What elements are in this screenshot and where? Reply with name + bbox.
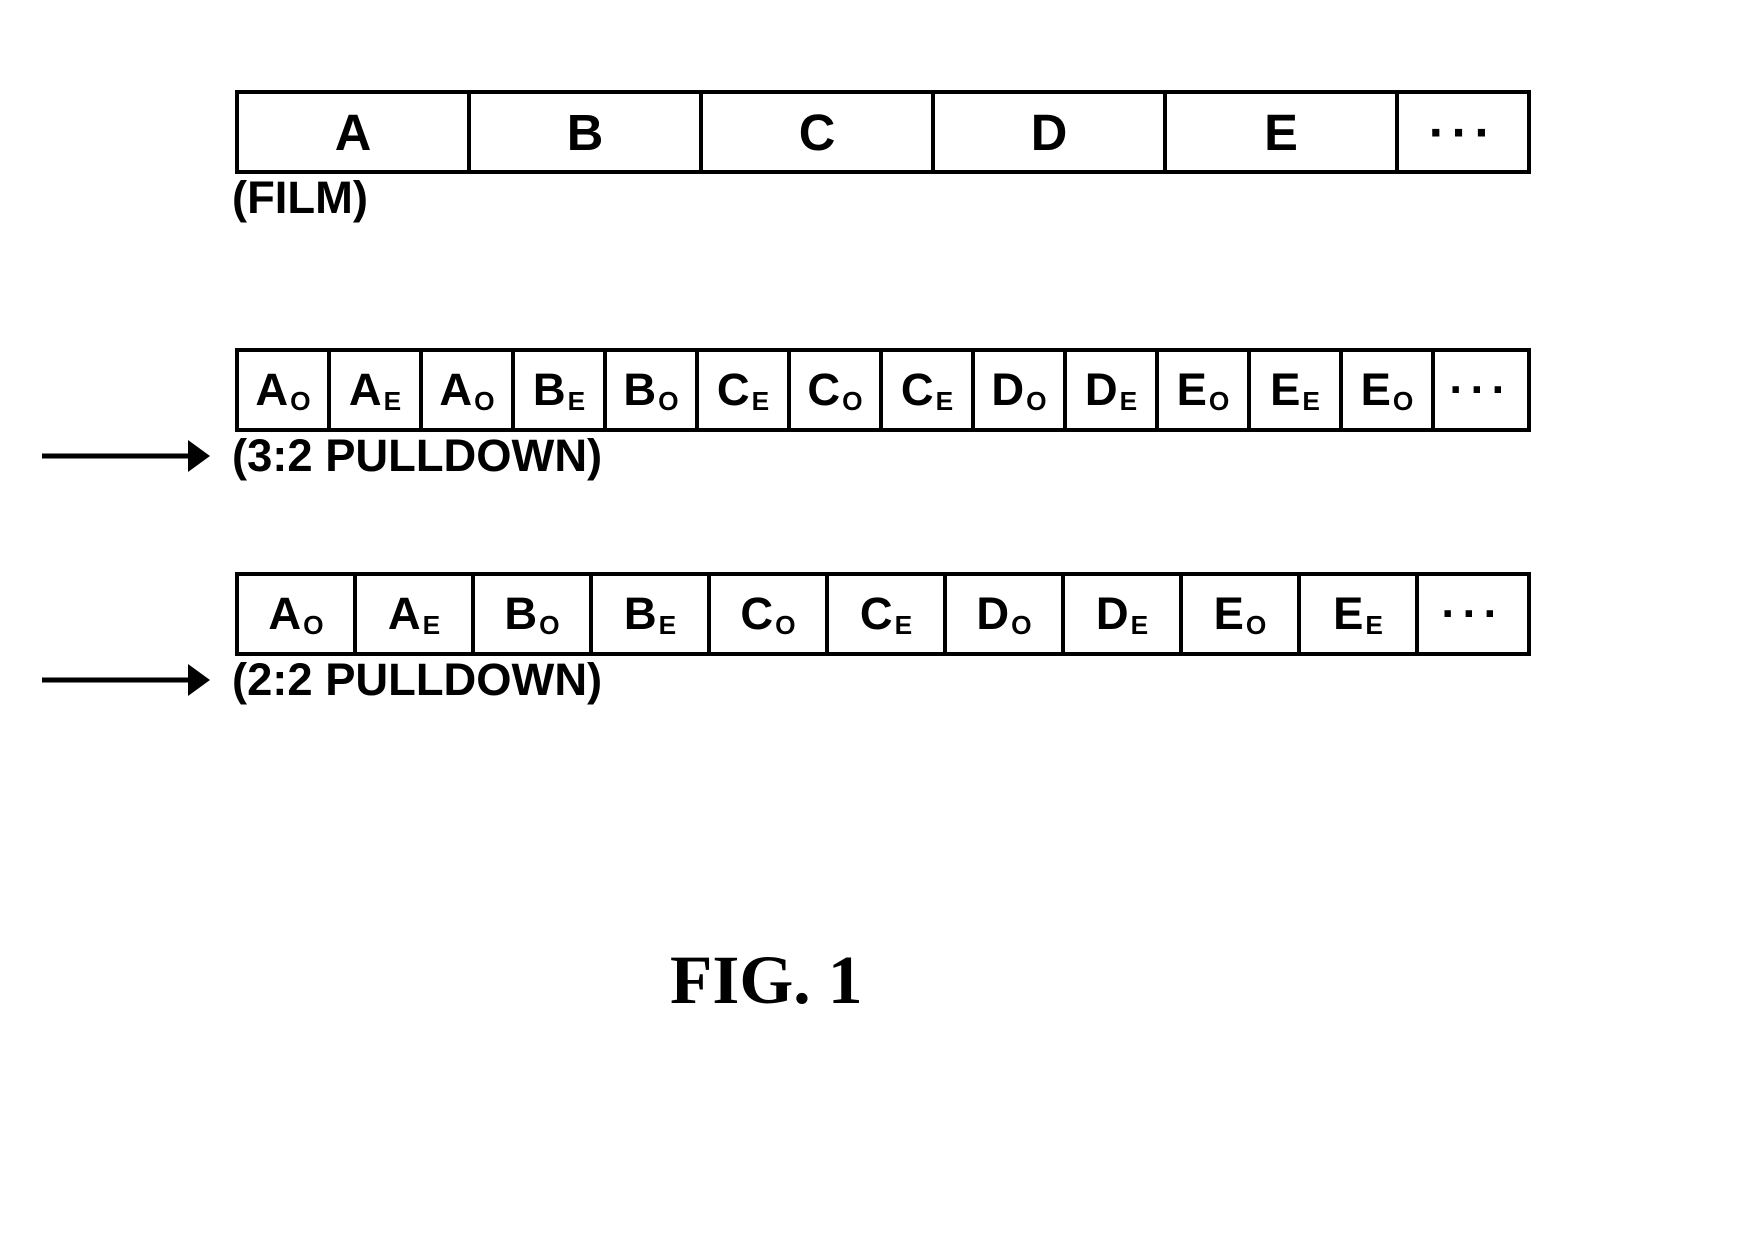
p22-cell: CO xyxy=(711,576,829,652)
p32-cell: AO xyxy=(239,352,331,428)
film-table: ABCDE··· xyxy=(235,90,1531,174)
film-cell: A xyxy=(239,94,471,170)
p32-cell: CO xyxy=(791,352,883,428)
p32-cell-subscript: O xyxy=(290,386,310,417)
p22-cell-base: E xyxy=(1214,588,1244,640)
p32-cell-base: C xyxy=(901,364,934,416)
film-cell: C xyxy=(703,94,935,170)
p22-cell-base: A xyxy=(268,588,301,640)
p32-cell: DE xyxy=(1067,352,1159,428)
p32-cell-subscript: E xyxy=(568,386,586,417)
film-label: (FILM) xyxy=(232,172,368,224)
p22-cell-base: D xyxy=(1096,588,1129,640)
p22-cell: BE xyxy=(593,576,711,652)
p32-cell: AO xyxy=(423,352,515,428)
p32-cell-base: D xyxy=(1085,364,1118,416)
film-cell: ··· xyxy=(1399,94,1527,170)
arrow-icon xyxy=(40,440,210,472)
p22-cell-base: B xyxy=(624,588,657,640)
p22-cell: AO xyxy=(239,576,357,652)
p32-cell-base: B xyxy=(623,364,656,416)
p32-cell: EO xyxy=(1159,352,1251,428)
p22-cell-subscript: O xyxy=(775,610,795,641)
p32-cell-subscript: O xyxy=(1026,386,1046,417)
p22-cell: BO xyxy=(475,576,593,652)
p32-cell-subscript: E xyxy=(752,386,770,417)
film-cell: D xyxy=(935,94,1167,170)
p22-cell-subscript: O xyxy=(539,610,559,641)
pulldown-22-label: (2:2 PULLDOWN) xyxy=(232,654,602,706)
p32-cell: DO xyxy=(975,352,1067,428)
p22-cell: DE xyxy=(1065,576,1183,652)
p32-table: AOAEAOBEBOCECOCEDODEEOEEEO··· xyxy=(235,348,1531,432)
p22-cell-base: C xyxy=(860,588,893,640)
p22-cell-subscript: E xyxy=(1131,610,1149,641)
arrow-icon xyxy=(40,664,210,696)
p32-cell-subscript: O xyxy=(658,386,678,417)
p32-cell: EO xyxy=(1343,352,1435,428)
p22-cell-base: D xyxy=(976,588,1009,640)
p22-table: AOAEBOBECOCEDODEEOEE··· xyxy=(235,572,1531,656)
p32-cell-base: E xyxy=(1177,364,1207,416)
p32-cell-base: C xyxy=(807,364,840,416)
p22-cell-subscript: E xyxy=(895,610,913,641)
p32-cell: BO xyxy=(607,352,699,428)
pulldown-32-label: (3:2 PULLDOWN) xyxy=(232,430,602,482)
p32-cell: ··· xyxy=(1435,352,1527,428)
p22-cell: CE xyxy=(829,576,947,652)
p32-cell-subscript: E xyxy=(1120,386,1138,417)
film-cell: B xyxy=(471,94,703,170)
pulldown-22-row: AOAEBOBECOCEDODEEOEE··· xyxy=(235,572,1531,656)
p32-cell-subscript: O xyxy=(1393,386,1413,417)
p22-cell-base: E xyxy=(1333,588,1363,640)
p32-cell: AE xyxy=(331,352,423,428)
p32-cell-base: D xyxy=(991,364,1024,416)
p32-cell-subscript: O xyxy=(842,386,862,417)
p32-cell: CE xyxy=(699,352,791,428)
p22-cell: EE xyxy=(1301,576,1419,652)
p32-cell-subscript: O xyxy=(1209,386,1229,417)
p22-cell-base: A xyxy=(388,588,421,640)
p32-cell: EE xyxy=(1251,352,1343,428)
film-cell: E xyxy=(1167,94,1399,170)
p32-cell-base: E xyxy=(1270,364,1300,416)
p32-cell-base: A xyxy=(349,364,382,416)
p22-cell: EO xyxy=(1183,576,1301,652)
p32-cell-subscript: E xyxy=(1302,386,1320,417)
p22-cell: ··· xyxy=(1419,576,1527,652)
figure-caption: FIG. 1 xyxy=(670,940,863,1020)
p32-cell-base: A xyxy=(439,364,472,416)
pulldown-32-row: AOAEAOBEBOCECOCEDODEEOEEEO··· xyxy=(235,348,1531,432)
p32-cell-base: A xyxy=(255,364,288,416)
p22-cell-subscript: O xyxy=(303,610,323,641)
p32-cell-subscript: E xyxy=(936,386,954,417)
p22-cell-base: B xyxy=(504,588,537,640)
p22-cell-subscript: E xyxy=(659,610,677,641)
p32-cell-base: B xyxy=(533,364,566,416)
p22-cell-subscript: E xyxy=(423,610,441,641)
p22-cell-base: C xyxy=(740,588,773,640)
p22-cell: AE xyxy=(357,576,475,652)
p32-cell: CE xyxy=(883,352,975,428)
p32-cell-base: E xyxy=(1361,364,1391,416)
p32-cell-subscript: O xyxy=(474,386,494,417)
p32-cell-base: C xyxy=(717,364,750,416)
pulldown-32-arrow xyxy=(40,440,210,472)
p22-cell: DO xyxy=(947,576,1065,652)
p22-cell-subscript: O xyxy=(1246,610,1266,641)
p32-cell-subscript: E xyxy=(384,386,402,417)
p32-cell: BE xyxy=(515,352,607,428)
p22-cell-subscript: E xyxy=(1365,610,1383,641)
pulldown-22-arrow xyxy=(40,664,210,696)
film-row: ABCDE··· xyxy=(235,90,1531,174)
p22-cell-subscript: O xyxy=(1011,610,1031,641)
